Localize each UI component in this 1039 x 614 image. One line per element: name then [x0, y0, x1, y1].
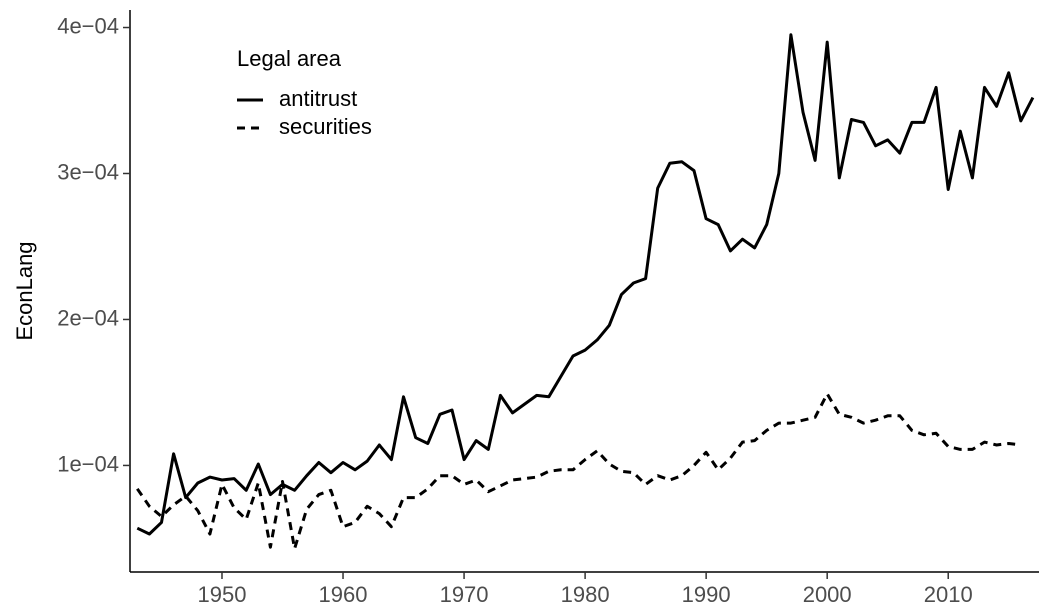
x-tick-label: 2010: [924, 582, 973, 607]
legend-label: securities: [279, 114, 372, 139]
y-axis-label: EconLang: [12, 241, 37, 340]
x-tick-label: 1990: [682, 582, 731, 607]
y-tick-label: 2e−04: [57, 305, 119, 330]
series-line: [136, 392, 1021, 551]
y-tick-label: 1e−04: [57, 451, 119, 476]
series-line: [136, 33, 1035, 536]
x-tick-label: 1970: [440, 582, 489, 607]
legend-title: Legal area: [237, 46, 342, 71]
y-tick-label: 3e−04: [57, 159, 119, 184]
x-tick-label: 1980: [561, 582, 610, 607]
x-tick-label: 1950: [198, 582, 247, 607]
legend-label: antitrust: [279, 86, 357, 111]
x-tick-label: 2000: [803, 582, 852, 607]
y-tick-label: 4e−04: [57, 13, 119, 38]
x-tick-label: 1960: [319, 582, 368, 607]
